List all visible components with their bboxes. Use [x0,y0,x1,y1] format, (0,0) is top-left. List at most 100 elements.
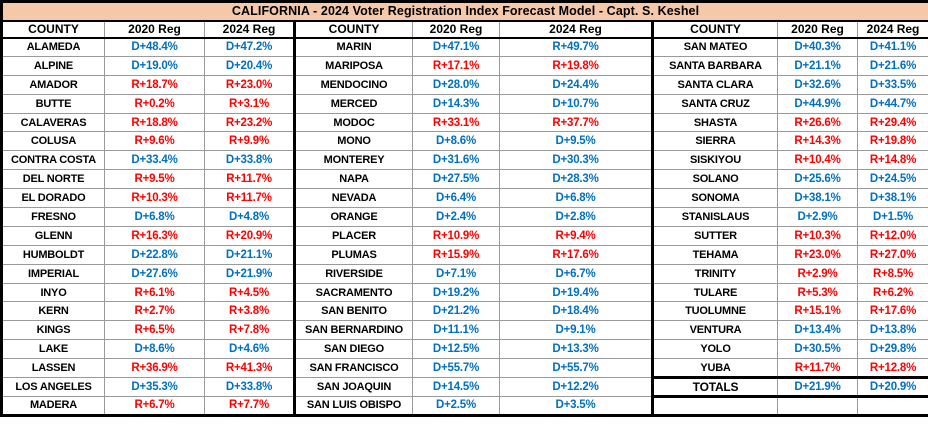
reg-2020-cell: D+8.6% [412,131,500,152]
reg-2020-cell: R+26.6% [777,112,858,133]
county-cell: SHASTA [652,112,778,133]
county-cell: TOTALS [652,376,778,398]
county-cell: SAN JOAQUIN [294,377,413,397]
reg-2024-cell: D+6.7% [499,263,654,284]
county-cell: MADERA [1,395,105,416]
reg-2020-cell: D+48.4% [104,37,205,57]
reg-2020-cell: D+27.6% [104,263,205,284]
county-cell: RIVERSIDE [294,263,413,284]
county-cell: LASSEN [1,358,105,379]
county-cell: MERCED [294,93,413,114]
table-row: AMADOR R+18.7% R+23.0% MENDOCINO D+28.0% D+24… [1,74,928,95]
reg-2024-cell: R+14.8% [856,150,928,171]
reg-2024-cell: R+9.4% [499,225,654,246]
table-row: DEL NORTE R+9.5% R+11.7% NAPA D+27.5% D+28.3%… [1,169,928,190]
reg-2024-cell: R+6.2% [856,282,928,303]
reg-2024-cell: D+41.1% [856,37,928,57]
reg-2020-cell: D+21.1% [777,55,858,76]
county-cell: MENDOCINO [294,74,413,95]
reg-2020-cell: D+6.4% [412,188,500,209]
reg-2020-cell: D+55.7% [412,358,500,379]
reg-2020-cell: R+36.9% [104,358,205,379]
county-cell: MODOC [294,112,413,133]
reg-2024-cell: R+4.5% [204,282,296,303]
county-cell: SISKIYOU [652,150,778,171]
reg-2024-cell: D+19.4% [499,282,654,303]
table-row: ALAMEDA D+48.4% D+47.2% MARIN D+47.1% R+49.7%… [1,37,928,57]
reg-2020-cell: R+11.7% [777,358,858,379]
reg-2020-cell: R+2.9% [777,263,858,284]
reg-2024-cell: R+11.7% [204,169,296,190]
county-cell: TULARE [652,282,778,303]
table-row: GLENN R+16.3% R+20.9% PLACER R+10.9% R+9.4% SU… [1,225,928,246]
county-cell: ORANGE [294,207,413,227]
reg-2020-cell: D+19.2% [412,282,500,303]
reg-2024-cell: R+8.5% [856,263,928,284]
table-row: MADERA R+6.7% R+7.7% SAN LUIS OBISPO D+2.5% D… [1,395,928,416]
county-cell: TUOLUMNE [652,301,778,322]
county-cell: AMADOR [1,74,105,95]
reg-2020-cell: D+13.4% [777,320,858,341]
reg-2024-cell: R+41.3% [204,358,296,379]
county-cell: SACRAMENTO [294,282,413,303]
reg-2024-cell: D+9.1% [499,320,654,341]
county-cell: SONOMA [652,188,778,209]
reg-2020-cell: D+2.5% [412,395,500,416]
county-cell: SANTA CRUZ [652,93,778,114]
reg-2020-cell: D+44.9% [777,93,858,114]
reg-2024-cell: D+24.5% [856,169,928,190]
reg-2024-cell [856,395,928,416]
county-cell: BUTTE [1,93,105,114]
county-cell [652,395,778,416]
county-cell: SIERRA [652,131,778,152]
reg-2020-cell: D+14.3% [412,93,500,114]
reg-2024-cell: D+21.1% [204,244,296,265]
table-body: ALAMEDA D+48.4% D+47.2% MARIN D+47.1% R+49.7%… [1,37,928,416]
reg-2020-cell: D+21.9% [777,376,858,398]
county-cell: DEL NORTE [1,169,105,190]
reg-2024-cell: D+30.3% [499,150,654,171]
county-cell: NAPA [294,169,413,190]
reg-2020-cell: R+9.6% [104,131,205,152]
column-header-county: COUNTY [652,19,778,39]
county-cell: SAN FRANCISCO [294,358,413,379]
reg-2020-cell: D+22.8% [104,244,205,265]
reg-2020-cell: R+16.3% [104,225,205,246]
reg-2020-cell: R+18.7% [104,74,205,95]
reg-2020-cell: D+25.6% [777,169,858,190]
reg-2020-cell: D+47.1% [412,37,500,57]
reg-2020-cell: R+14.3% [777,131,858,152]
table-row: KINGS R+6.5% R+7.8% SAN BERNARDINO D+11.1% D+… [1,320,928,341]
reg-2020-cell: D+11.1% [412,320,500,341]
reg-2024-cell: D+3.5% [499,395,654,416]
reg-2020-cell: D+12.5% [412,339,500,360]
reg-2024-cell: R+17.6% [499,244,654,265]
table-row: ALPINE D+19.0% D+20.4% MARIPOSA R+17.1% R+19.… [1,55,928,76]
table-row: KERN R+2.7% R+3.8% SAN BENITO D+21.2% D+18.4%… [1,301,928,322]
reg-2024-cell: R+3.8% [204,301,296,322]
county-cell: MONTEREY [294,150,413,171]
reg-2020-cell: R+18.8% [104,112,205,133]
reg-2020-cell: R+15.9% [412,244,500,265]
reg-2024-cell: D+38.1% [856,188,928,209]
reg-2024-cell: R+37.7% [499,112,654,133]
reg-2020-cell: R+6.7% [104,395,205,416]
reg-2024-cell: R+19.8% [856,131,928,152]
county-cell: VENTURA [652,320,778,341]
reg-2024-cell: R+7.7% [204,395,296,416]
reg-2024-cell: D+55.7% [499,358,654,379]
county-cell: NEVADA [294,188,413,209]
county-cell: YOLO [652,339,778,360]
reg-2020-cell: R+6.5% [104,320,205,341]
column-header-2020-reg: 2020 Reg [777,19,858,39]
reg-2024-cell: D+4.6% [204,339,296,360]
reg-2024-cell: R+19.8% [499,55,654,76]
county-cell: SANTA CLARA [652,74,778,95]
reg-2020-cell: D+8.6% [104,339,205,360]
county-cell: PLACER [294,225,413,246]
county-cell: YUBA [652,358,778,379]
county-cell: SAN BENITO [294,301,413,322]
reg-2024-cell: R+12.0% [856,225,928,246]
county-cell: ALPINE [1,55,105,76]
reg-2024-cell: D+13.8% [856,320,928,341]
